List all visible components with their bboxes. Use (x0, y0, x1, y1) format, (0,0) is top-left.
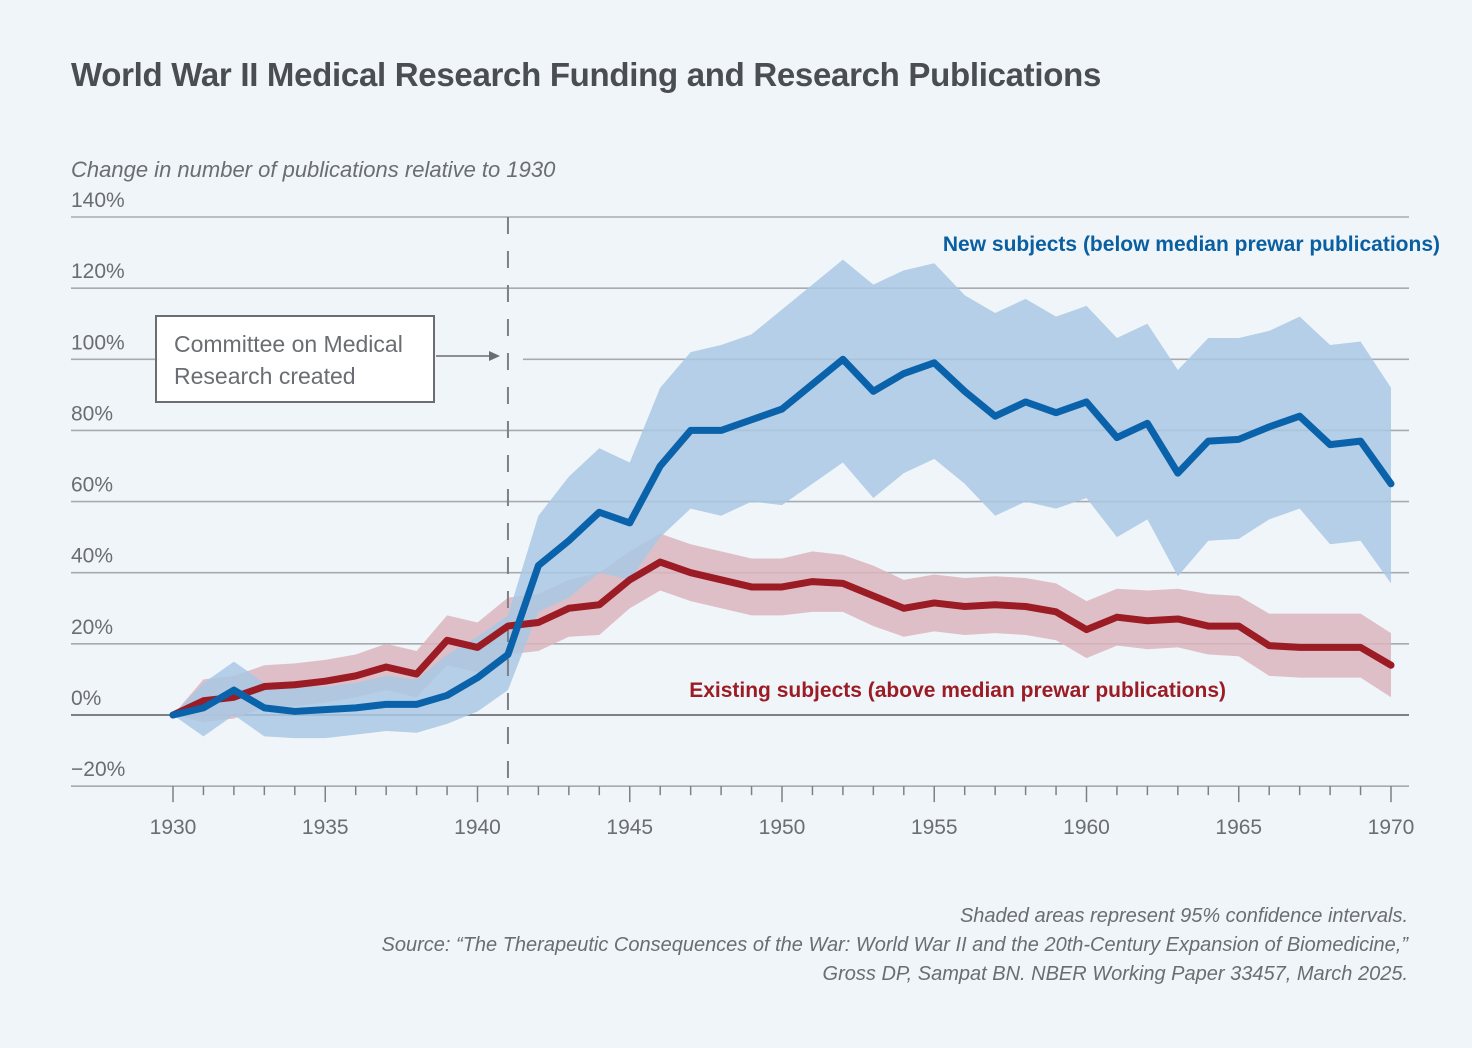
legend-new-subjects: New subjects (below median prewar public… (943, 233, 1440, 256)
x-tick-label: 1945 (606, 816, 653, 839)
x-axis (71, 785, 1409, 803)
y-tick-label: 20% (71, 616, 113, 639)
x-tick-label: 1955 (911, 816, 958, 839)
y-tick-label: 0% (71, 687, 101, 710)
annotation-line-2: Research created (174, 363, 356, 389)
y-tick-label: 60% (71, 474, 113, 497)
x-tick-label: 1940 (454, 816, 501, 839)
y-tick-label: 140% (71, 189, 125, 212)
x-tick-label: 1960 (1063, 816, 1110, 839)
y-tick-labels: −20% 0% 20% 40% 60% 80% 100% 120% 140% (71, 189, 125, 781)
series-lines (169, 355, 1395, 719)
source-note-2: Gross DP, Sampat BN. NBER Working Paper … (822, 963, 1408, 985)
y-axis-label: Change in number of publications relativ… (71, 157, 556, 182)
annotation-box: Committee on Medical Research created (155, 315, 435, 403)
x-tick-label: 1965 (1215, 816, 1262, 839)
confidence-bands (173, 259, 1391, 739)
ci-band-new-subjects (173, 259, 1391, 739)
x-tick-labels: 1930 1935 1940 1945 1950 1955 1960 1965 1970 (150, 816, 1415, 839)
x-tick-label: 1970 (1368, 816, 1415, 839)
source-note-1: Source: “The Therapeutic Consequences of… (381, 934, 1408, 956)
x-tick-label: 1935 (302, 816, 349, 839)
y-tick-label: 80% (71, 402, 113, 425)
y-tick-label: 120% (71, 260, 125, 283)
y-tick-label: 100% (71, 331, 125, 354)
ci-note: Shaded areas represent 95% confidence in… (959, 905, 1408, 927)
annotation-arrow (436, 351, 500, 361)
y-tick-label: 40% (71, 545, 113, 568)
legend-existing-subjects: Existing subjects (above median prewar p… (689, 679, 1226, 702)
y-tick-label: −20% (71, 758, 125, 781)
x-tick-label: 1950 (759, 816, 806, 839)
chart-title: World War II Medical Research Funding an… (71, 56, 1101, 93)
x-tick-label: 1930 (150, 816, 197, 839)
annotation-line-1: Committee on Medical (174, 331, 403, 357)
